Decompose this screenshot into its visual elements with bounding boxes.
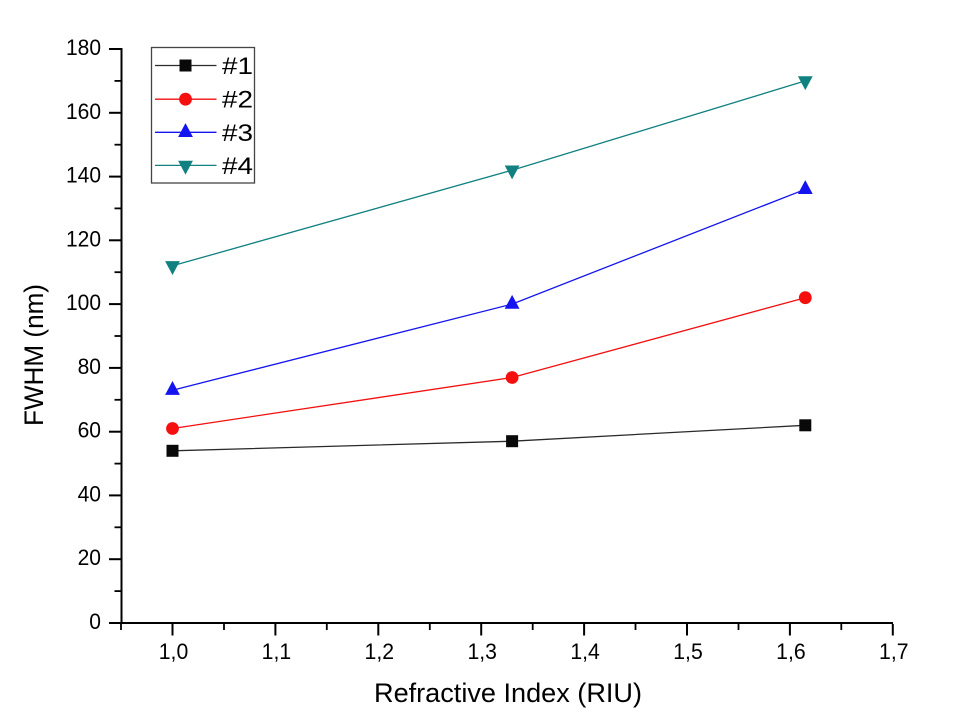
svg-text:#2: #2 — [222, 87, 253, 114]
svg-text:FWHM (nm): FWHM (nm) — [19, 284, 49, 426]
svg-text:20: 20 — [78, 545, 101, 570]
svg-text:80: 80 — [78, 354, 101, 379]
svg-text:1,5: 1,5 — [673, 639, 703, 664]
svg-text:140: 140 — [66, 163, 101, 188]
svg-text:160: 160 — [66, 99, 101, 124]
svg-text:1,4: 1,4 — [570, 639, 600, 664]
svg-text:Refractive Index (RIU): Refractive Index (RIU) — [374, 678, 642, 708]
svg-text:1,7: 1,7 — [879, 639, 909, 664]
svg-text:100: 100 — [66, 290, 101, 315]
svg-text:#1: #1 — [222, 53, 253, 80]
svg-text:60: 60 — [78, 418, 101, 443]
svg-text:#4: #4 — [222, 153, 253, 180]
svg-text:1,0: 1,0 — [159, 639, 189, 664]
svg-text:40: 40 — [78, 481, 101, 506]
svg-text:#3: #3 — [222, 120, 253, 147]
svg-text:1,1: 1,1 — [262, 639, 292, 664]
svg-text:1,3: 1,3 — [467, 639, 497, 664]
svg-text:0: 0 — [89, 609, 101, 634]
svg-text:120: 120 — [66, 226, 101, 251]
svg-text:180: 180 — [66, 35, 101, 60]
svg-text:1,2: 1,2 — [365, 639, 395, 664]
svg-text:1,6: 1,6 — [776, 639, 806, 664]
